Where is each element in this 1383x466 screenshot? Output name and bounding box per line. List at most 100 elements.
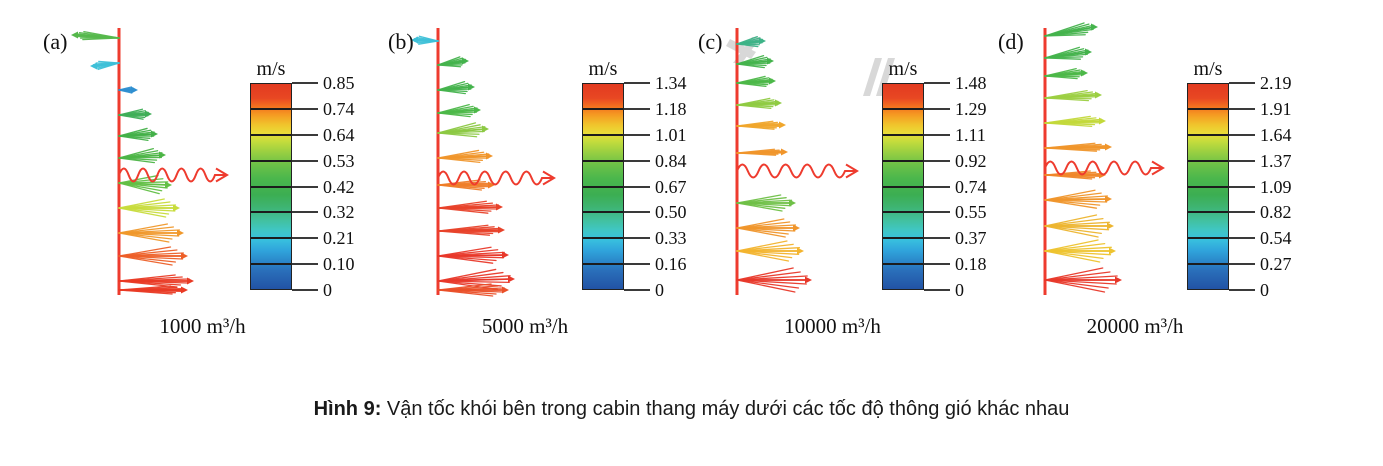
- colorbar-tick-label: 0.74: [955, 176, 987, 197]
- colorbar-tick-line: [583, 133, 623, 136]
- velocity-vector: [118, 174, 172, 195]
- wavy-arrow-head: [542, 170, 556, 186]
- colorbar-tick-line: [624, 107, 650, 110]
- figure-panel-b: (b) m/s 1.34 1.18 1.01 0.84 0.67 0.50 0.33 0.16…: [375, 15, 687, 365]
- colorbar-tick-line: [583, 237, 623, 240]
- colorbar-tick-label: 0.16: [655, 254, 687, 275]
- velocity-vector: [1044, 142, 1112, 152]
- figure-caption-number: Hình 9:: [313, 398, 382, 420]
- velocity-vector: [736, 97, 782, 110]
- colorbar-tick-label: 0.10: [323, 254, 355, 275]
- vector-plot-c: [726, 28, 895, 295]
- colorbar-tick-line: [883, 159, 923, 162]
- colorbar-tick-line: [1229, 82, 1255, 84]
- colorbar-tick-line: [1188, 107, 1228, 110]
- colorbar-tick-line: [583, 159, 623, 162]
- velocity-vector: [1044, 68, 1088, 80]
- velocity-vector: [90, 60, 120, 71]
- velocity-vector: [437, 268, 515, 291]
- colorbar-tick-label: 0: [655, 280, 664, 300]
- colorbar-tick-label: 0.74: [323, 98, 355, 119]
- colorbar-tick-line: [251, 263, 291, 266]
- vector-plot-d: [1043, 22, 1165, 295]
- colorbar-tick-line: [1229, 159, 1255, 162]
- colorbar-tick-line: [883, 185, 923, 188]
- wavy-smoke-arrow: [118, 167, 225, 183]
- velocity-vector: [437, 283, 509, 297]
- colorbar-tick-line: [624, 185, 650, 188]
- colorbar-b: m/s 1.34 1.18 1.01 0.84 0.67 0.50 0.33 0.16 0: [582, 58, 702, 321]
- colorbar-tick-line: [251, 133, 291, 136]
- colorbar-tick-label: 0.54: [1260, 228, 1292, 249]
- velocity-vector: [1044, 214, 1114, 238]
- colorbar-unit-label: m/s: [588, 58, 618, 80]
- panel-label-c: (c): [698, 29, 723, 54]
- colorbar-tick-label: 0.50: [655, 202, 687, 223]
- velocity-vector: [118, 108, 152, 120]
- colorbar-tick-line: [1188, 185, 1228, 188]
- colorbar-tick-label: 0: [323, 280, 332, 300]
- velocity-vector: [736, 55, 774, 69]
- velocity-vector: [437, 224, 505, 236]
- velocity-vector: [71, 31, 120, 41]
- colorbar-tick-line: [924, 211, 950, 214]
- colorbar-tick-label: 0.55: [955, 202, 987, 223]
- colorbar-tick-label: 0.18: [955, 254, 987, 275]
- panel-label-d: (d): [998, 29, 1024, 54]
- velocity-vector: [437, 104, 481, 118]
- colorbar-tick-line: [583, 185, 623, 188]
- colorbar-tick-line: [883, 107, 923, 110]
- colorbar-tick-line: [251, 211, 291, 214]
- velocity-vector: [1044, 22, 1098, 37]
- colorbar-tick-line: [583, 211, 623, 214]
- colorbar-tick-label: 0.53: [323, 150, 355, 171]
- velocity-vector: [437, 122, 489, 138]
- colorbar-tick-label: 0.42: [323, 176, 355, 197]
- colorbar-tick-label: 0.82: [1260, 202, 1292, 223]
- colorbar-tick-label: 1.09: [1260, 176, 1292, 197]
- colorbar-tick-line: [1229, 133, 1255, 136]
- colorbar-tick-line: [624, 159, 650, 162]
- colorbar-tick-line: [583, 263, 623, 266]
- velocity-vector: [736, 218, 800, 238]
- velocity-vector: [1044, 46, 1092, 60]
- colorbar-tick-line: [624, 82, 650, 84]
- velocity-vector: [736, 36, 766, 48]
- colorbar-tick-label: 0.67: [655, 176, 687, 197]
- panel-label-b: (b): [388, 29, 414, 54]
- colorbar-tick-line: [1229, 289, 1255, 291]
- wavy-arrow-head: [845, 163, 859, 179]
- figure-panel-d: (d) m/s 2.19 1.91 1.64 1.37 1.09 0.82 0.54 0.27…: [985, 15, 1292, 365]
- flow-rate-label-d: 20000 m³/h: [1086, 314, 1184, 338]
- colorbar-tick-label: 0.33: [655, 228, 687, 249]
- wavy-smoke-arrow: [437, 170, 552, 186]
- wavy-arrow-head: [215, 167, 229, 183]
- colorbar-tick-line: [883, 263, 923, 266]
- velocity-vector: [118, 274, 194, 288]
- colorbar-tick-label: 0.37: [955, 228, 987, 249]
- velocity-vector: [411, 35, 439, 45]
- velocity-vector: [437, 56, 469, 68]
- figure-caption-text: Vận tốc khói bên trong cabin thang máy d…: [381, 398, 1070, 420]
- colorbar-unit-label: m/s: [256, 58, 286, 80]
- colorbar-unit-label: m/s: [888, 58, 918, 80]
- wavy-arrow-head: [1151, 160, 1165, 176]
- figure-panel-c: (c) m/s 1.48 1.29 1.11 0.92 0.74 0.55 0.37 0.18…: [685, 15, 987, 365]
- colorbar-tick-line: [292, 237, 318, 240]
- velocity-vector: [118, 86, 138, 94]
- colorbar-tick-line: [883, 211, 923, 214]
- panel-label-a: (a): [43, 29, 68, 54]
- velocity-vector: [437, 179, 495, 191]
- velocity-vector: [1044, 90, 1102, 102]
- colorbar-tick-line: [1188, 263, 1228, 266]
- velocity-vector: [1044, 170, 1106, 180]
- colorbar-unit-label: m/s: [1193, 58, 1223, 80]
- colorbar-c: m/s 1.48 1.29 1.11 0.92 0.74 0.55 0.37 0.18 0: [882, 58, 1002, 321]
- velocity-vector: [736, 120, 786, 130]
- colorbar-tick-line: [624, 289, 650, 291]
- colorbar-tick-label: 0.64: [323, 124, 355, 145]
- colorbar-tick-label: 0: [955, 280, 964, 300]
- colorbar-tick-line: [924, 107, 950, 110]
- velocity-vector: [118, 223, 184, 243]
- velocity-vector: [118, 127, 158, 142]
